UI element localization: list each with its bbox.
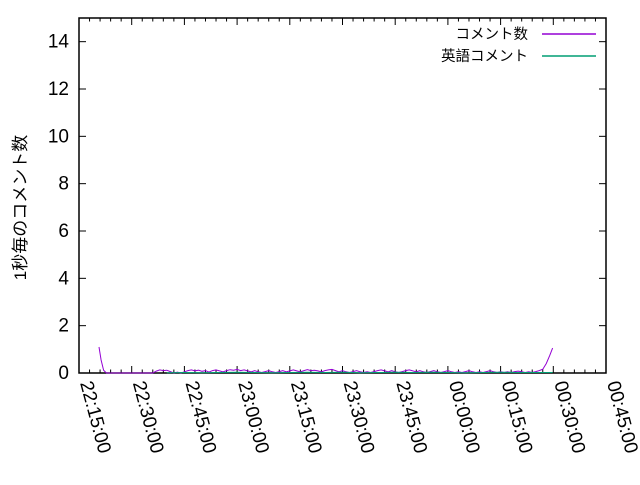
y-tick-label: 10 bbox=[48, 126, 69, 147]
series-line-0 bbox=[98, 346, 554, 374]
x-tick-label: 23:30:00 bbox=[339, 379, 378, 456]
x-tick-label: 00:45:00 bbox=[602, 379, 640, 456]
y-tick-label: 12 bbox=[48, 79, 69, 100]
x-tick-label: 23:15:00 bbox=[286, 379, 325, 456]
y-tick-label: 8 bbox=[58, 174, 69, 195]
x-tick-label: 00:00:00 bbox=[444, 379, 483, 456]
y-tick-label: 14 bbox=[48, 32, 70, 53]
y-tick-label: 0 bbox=[58, 363, 69, 384]
legend-label: コメント数 bbox=[456, 26, 529, 43]
x-tick-label: 22:15:00 bbox=[75, 379, 114, 456]
series-line-1 bbox=[166, 371, 553, 374]
x-tick-label: 00:30:00 bbox=[549, 379, 588, 456]
x-tick-label: 00:15:00 bbox=[497, 379, 536, 456]
plot-border bbox=[78, 17, 607, 374]
x-tick-label: 22:45:00 bbox=[181, 379, 220, 456]
x-tick-label: 23:45:00 bbox=[391, 379, 430, 456]
x-tick-label: 22:30:00 bbox=[128, 379, 167, 456]
y-tick-label: 4 bbox=[58, 268, 69, 289]
y-tick-label: 2 bbox=[58, 316, 69, 337]
y-axis-title: 1秒毎のコメント数 bbox=[11, 135, 30, 280]
legend-label: 英語コメント bbox=[441, 47, 528, 65]
x-tick-label: 23:00:00 bbox=[233, 379, 272, 456]
y-tick-label: 6 bbox=[58, 221, 69, 242]
